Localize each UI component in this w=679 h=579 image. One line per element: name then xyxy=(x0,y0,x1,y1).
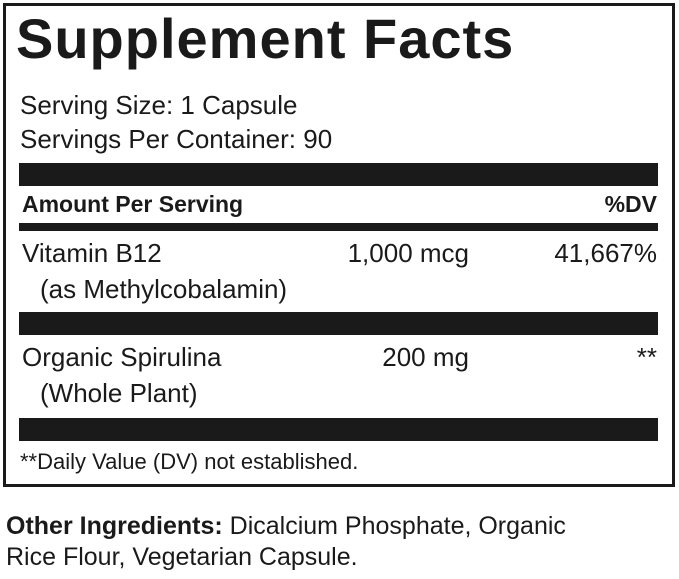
supplement-facts-panel xyxy=(3,3,675,487)
nutrient-source: (Whole Plant) xyxy=(40,378,198,408)
other-ingredients-label: Other Ingredients: xyxy=(6,512,223,540)
nutrient-source: (as Methylcobalamin) xyxy=(40,274,288,304)
nutrient-name: Vitamin B12 xyxy=(22,238,162,268)
nutrient-dv: 41,667% xyxy=(554,238,657,268)
divider xyxy=(19,418,658,441)
other-ingredients-text: Dicalcium Phosphate, Organic xyxy=(222,512,566,540)
divider xyxy=(19,223,658,231)
other-ingredients-cont: Rice Flour, Vegetarian Capsule. xyxy=(6,543,358,571)
panel-title: Supplement Facts xyxy=(16,7,515,70)
nutrient-amount: 1,000 mcg xyxy=(347,238,469,268)
serving-size: Serving Size: 1 Capsule xyxy=(20,90,298,120)
dv-header: %DV xyxy=(604,191,657,217)
amount-header: Amount Per Serving xyxy=(22,191,244,217)
footnote: **Daily Value (DV) not established. xyxy=(20,449,359,474)
servings-per-container: Servings Per Container: 90 xyxy=(20,124,333,154)
nutrient-name: Organic Spirulina xyxy=(22,342,222,372)
nutrient-dv: ** xyxy=(636,342,657,372)
divider xyxy=(19,163,658,186)
divider xyxy=(19,312,658,335)
nutrient-amount: 200 mg xyxy=(382,342,469,372)
other-ingredients: Other Ingredients: Dicalcium Phosphate, … xyxy=(6,512,566,541)
